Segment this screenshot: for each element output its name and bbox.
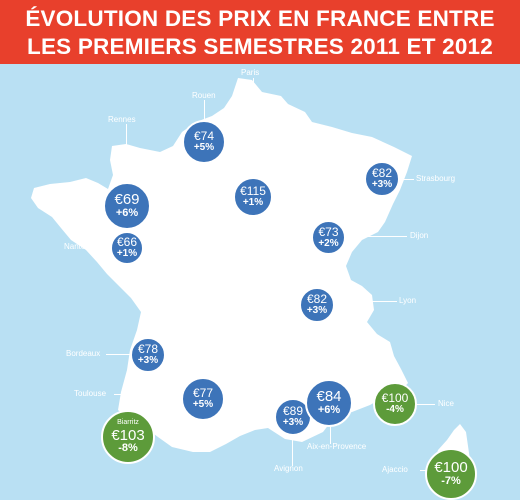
nice-leader-line <box>405 404 435 405</box>
change-avignon: +3% <box>282 417 304 429</box>
change-dijon: +2% <box>318 237 339 249</box>
bubble-nice: €100 -4% <box>373 382 417 426</box>
change-nantes: +1% <box>116 248 138 260</box>
paris-leader-line <box>253 78 254 196</box>
bubble-ajaccio: €100 -7% <box>425 448 477 500</box>
price-rennes: €69 <box>114 191 140 209</box>
lyon-leader-line <box>331 301 397 302</box>
change-aix: +6% <box>317 404 341 417</box>
price-paris: €115 <box>240 184 266 199</box>
city-label-rouen: Rouen <box>192 91 216 100</box>
bubble-rouen: €74 +5% <box>182 120 226 164</box>
price-biarritz: €103 <box>111 426 145 444</box>
title-line-1: ÉVOLUTION DES PRIX EN FRANCE ENTRE <box>25 6 495 31</box>
city-label-dijon: Dijon <box>410 231 429 240</box>
bordeaux-leader-line <box>106 354 134 355</box>
bubble-nantes: €66 +1% <box>110 231 144 265</box>
change-toulouse: +5% <box>192 399 214 411</box>
city-label-nantes: Nantes <box>64 242 90 251</box>
price-dijon: €73 <box>318 224 339 239</box>
city-label-avignon: Avignon <box>274 464 303 473</box>
change-bordeaux: +3% <box>137 355 159 367</box>
price-toulouse: €77 <box>192 386 214 401</box>
price-ajaccio: €100 <box>434 459 468 477</box>
city-label-biarritz: Biarritz <box>117 419 139 427</box>
city-label-nice: Nice <box>438 399 455 408</box>
toulouse-leader-line <box>114 394 184 395</box>
bubble-avignon: €89 +3% <box>274 398 312 436</box>
bubble-paris: €115 +1% <box>233 177 273 217</box>
aix-leader-line <box>330 420 331 444</box>
city-label-ajaccio: Ajaccio <box>382 465 408 474</box>
map-title: ÉVOLUTION DES PRIX EN FRANCE ENTRE LES P… <box>0 0 520 64</box>
bubble-biarritz: Biarritz €103 -8% <box>101 410 155 464</box>
map-land <box>31 78 470 498</box>
change-rouen: +5% <box>193 142 215 154</box>
change-strasbourg: +3% <box>371 179 393 191</box>
bubble-rennes: €69 +6% <box>103 182 151 230</box>
dijon-leader-line <box>339 236 407 237</box>
bubble-aix: €84 +6% <box>305 379 353 427</box>
city-label-bordeaux: Bordeaux <box>66 349 101 358</box>
bubble-strasbourg: €82 +3% <box>364 161 400 197</box>
avignon-leader-line <box>292 434 293 466</box>
bubble-bordeaux: €78 +3% <box>130 337 166 373</box>
price-lyon: €82 <box>306 292 328 307</box>
price-aix: €84 <box>316 388 342 406</box>
city-label-lyon: Lyon <box>399 296 417 305</box>
rennes-leader-line <box>126 124 127 186</box>
city-label-toulouse: Toulouse <box>74 389 107 398</box>
france-map: Paris Rouen Rennes Strasbourg Nantes Dij… <box>0 64 520 500</box>
bubble-lyon: €82 +3% <box>299 287 335 323</box>
price-rouen: €74 <box>193 129 215 144</box>
strasbourg-leader-line <box>396 179 414 180</box>
change-ajaccio: -7% <box>441 475 461 488</box>
change-nice: -4% <box>386 404 404 416</box>
price-nice: €100 <box>381 391 409 406</box>
change-lyon: +3% <box>306 305 328 317</box>
change-paris: +1% <box>242 197 264 209</box>
price-avignon: €89 <box>282 404 304 419</box>
city-label-rennes: Rennes <box>108 115 136 124</box>
change-biarritz: -8% <box>118 442 138 455</box>
city-label-paris: Paris <box>241 68 260 77</box>
bubble-dijon: €73 +2% <box>311 220 346 255</box>
title-line-2: LES PREMIERS SEMESTRES 2011 ET 2012 <box>27 34 493 59</box>
price-bordeaux: €78 <box>137 342 159 357</box>
rouen-leader-line <box>204 100 205 122</box>
price-nantes: €66 <box>116 235 138 250</box>
city-label-aix: Aix-en-Provence <box>307 442 367 451</box>
price-strasbourg: €82 <box>371 166 393 181</box>
bubble-toulouse: €77 +5% <box>181 377 225 421</box>
change-rennes: +6% <box>115 207 139 220</box>
city-label-strasbourg: Strasbourg <box>416 174 456 183</box>
